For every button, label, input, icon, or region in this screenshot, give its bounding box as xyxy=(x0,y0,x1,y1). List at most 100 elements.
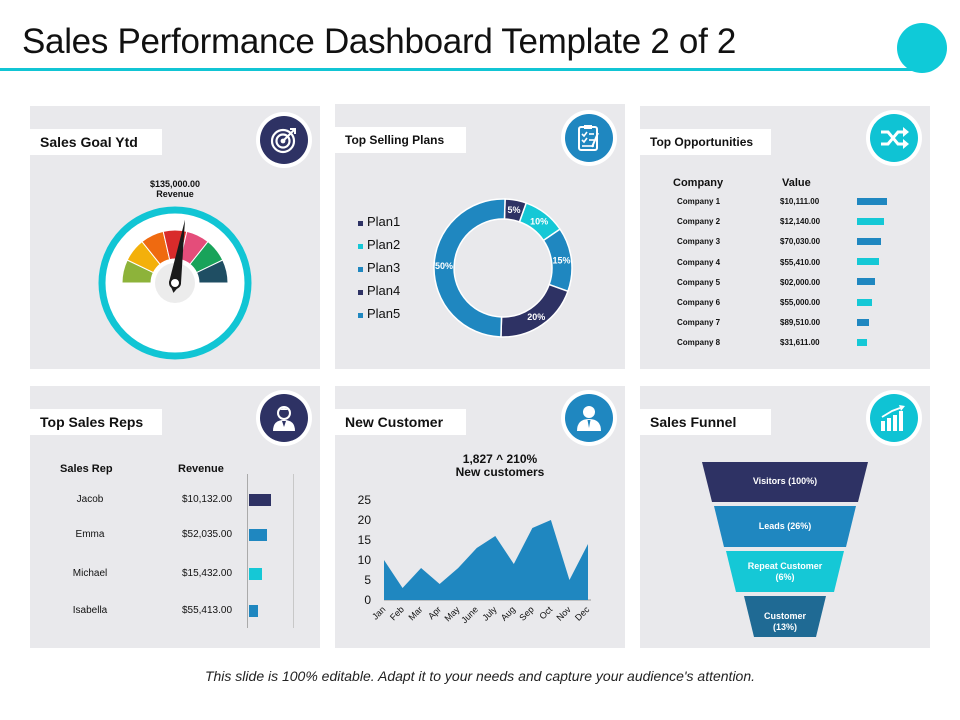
funnel-stage-label: Leads (26%) xyxy=(758,520,812,531)
x-tick-label: June xyxy=(459,604,480,625)
decorative-circle xyxy=(897,23,947,73)
checklist-badge xyxy=(561,110,617,166)
top-opportunities-panel: Top Opportunities Company Value Company … xyxy=(640,106,930,369)
person-badge xyxy=(561,390,617,446)
x-tick-label: Jan xyxy=(370,604,387,621)
rep-revenue: $55,413.00 xyxy=(181,605,233,616)
customer-subline: New customers xyxy=(455,465,545,479)
donut-slice-label: 50% xyxy=(435,261,453,271)
x-tick-label: Aug xyxy=(499,604,517,622)
funnel-stage xyxy=(744,596,826,637)
x-tick-label: Feb xyxy=(388,604,406,622)
rep-bar xyxy=(249,529,267,541)
panel-title: Sales Goal Ytd xyxy=(30,129,162,155)
y-tick-label: 20 xyxy=(358,513,372,527)
user-icon xyxy=(273,406,295,431)
col-header-rep: Sales Rep xyxy=(60,463,113,475)
opp-bar xyxy=(857,197,887,205)
x-tick-label: Dec xyxy=(573,604,592,623)
rep-revenue: $52,035.00 xyxy=(181,529,233,540)
rep-bar xyxy=(249,605,258,617)
plans-donut: 5% 10% 15% 20% 50% xyxy=(433,198,573,338)
rep-name: Michael xyxy=(72,568,108,579)
x-tick-label: May xyxy=(442,604,461,623)
legend-swatch xyxy=(358,244,363,249)
funnel-stage-label: Customer (13%) xyxy=(763,610,806,632)
target-badge xyxy=(256,112,312,168)
y-tick-label: 15 xyxy=(358,533,372,547)
x-tick-label: Nov xyxy=(554,604,573,623)
opp-company: Company 1 xyxy=(677,197,721,206)
opp-company: Company 6 xyxy=(677,298,721,307)
page-title: Sales Performance Dashboard Template 2 o… xyxy=(22,22,737,61)
panel-title: Top Selling Plans xyxy=(335,127,466,153)
panel-title: New Customer xyxy=(335,409,466,435)
gauge-segment xyxy=(195,259,229,284)
new-customer-panel: New Customer 1,827 ^ 210% New customers … xyxy=(335,386,625,648)
rep-name: Emma xyxy=(75,529,105,540)
panel-title: Top Opportunities xyxy=(640,129,771,155)
sales-funnel-chart xyxy=(702,462,868,637)
col-header-company: Company xyxy=(673,177,724,189)
y-tick-label: 5 xyxy=(364,573,371,587)
donut-slice-label: 10% xyxy=(530,216,548,226)
user-badge xyxy=(256,390,312,446)
opp-company: Company 3 xyxy=(677,237,721,247)
rep-bar xyxy=(249,568,263,580)
opp-value: $10,111.00 xyxy=(780,197,820,206)
panel-title: Sales Funnel xyxy=(640,409,771,435)
opp-value: $55,000.00 xyxy=(780,298,821,307)
legend-swatch xyxy=(358,290,363,295)
goal-gauge xyxy=(98,206,252,360)
opp-value: $12,140.00 xyxy=(780,217,821,227)
funnel-stage-label: Visitors (100%) xyxy=(752,476,818,486)
opp-company: Company 7 xyxy=(677,318,721,328)
sales-funnel-panel: Sales Funnel Visitors (100%) Leads (26%) R… xyxy=(640,386,930,648)
legend-label: Plan3 xyxy=(367,260,401,275)
rep-revenue: $15,432.00 xyxy=(181,568,233,579)
col-header-revenue: Revenue xyxy=(178,463,224,475)
funnel-stage xyxy=(702,462,868,502)
goal-caption: Revenue xyxy=(156,189,194,199)
opp-value: $55,410.00 xyxy=(780,257,821,267)
top-selling-panel: Top Selling Plans Plan1 Plan2 Plan3 Plan4 Pl… xyxy=(335,104,625,369)
checklist-icon xyxy=(578,125,599,151)
funnel-stage xyxy=(726,551,844,592)
gauge-needle xyxy=(169,219,186,293)
growth-badge xyxy=(866,390,922,446)
panel-title: Top Sales Reps xyxy=(30,409,162,435)
opp-company: Company 4 xyxy=(677,257,721,267)
y-tick-label: 0 xyxy=(364,593,371,607)
rep-bar xyxy=(249,494,271,506)
legend-label: Plan4 xyxy=(367,283,401,298)
legend-swatch xyxy=(358,221,363,226)
person-icon xyxy=(577,406,601,431)
donut-slice xyxy=(433,198,506,338)
opp-bar xyxy=(857,217,884,225)
opp-bar xyxy=(857,318,869,326)
bar-growth-icon xyxy=(881,405,905,431)
donut-slice-label: 15% xyxy=(553,256,571,266)
opp-company: Company 8 xyxy=(677,338,721,348)
shuffle-icon xyxy=(881,127,909,149)
footer-note: This slide is 100% editable. Adapt it to… xyxy=(204,668,756,684)
legend-swatch xyxy=(358,267,363,272)
funnel-stage xyxy=(714,506,856,547)
top-sales-reps-panel: Top Sales Reps Sales Rep Revenue Jacob $1… xyxy=(30,386,320,648)
opp-company: Company 5 xyxy=(677,277,721,287)
opp-value: $02,000.00 xyxy=(780,277,821,287)
x-tick-label: Apr xyxy=(426,604,443,621)
rep-revenue: $10,132.00 xyxy=(181,494,233,505)
target-icon xyxy=(270,128,296,154)
sales-goal-panel: Sales Goal Ytd $135,000.00 Revenue xyxy=(30,106,320,369)
legend-label: Plan5 xyxy=(367,306,401,321)
opp-value: $31,611.00 xyxy=(780,338,820,348)
x-tick-label: Oct xyxy=(537,604,554,621)
title-underline xyxy=(0,68,930,71)
opp-bar xyxy=(857,278,875,286)
legend-swatch xyxy=(358,313,363,318)
customer-headline: 1,827 ^ 210% xyxy=(462,452,538,466)
opp-bar xyxy=(857,237,881,245)
goal-amount: $135,000.00 xyxy=(149,179,201,189)
